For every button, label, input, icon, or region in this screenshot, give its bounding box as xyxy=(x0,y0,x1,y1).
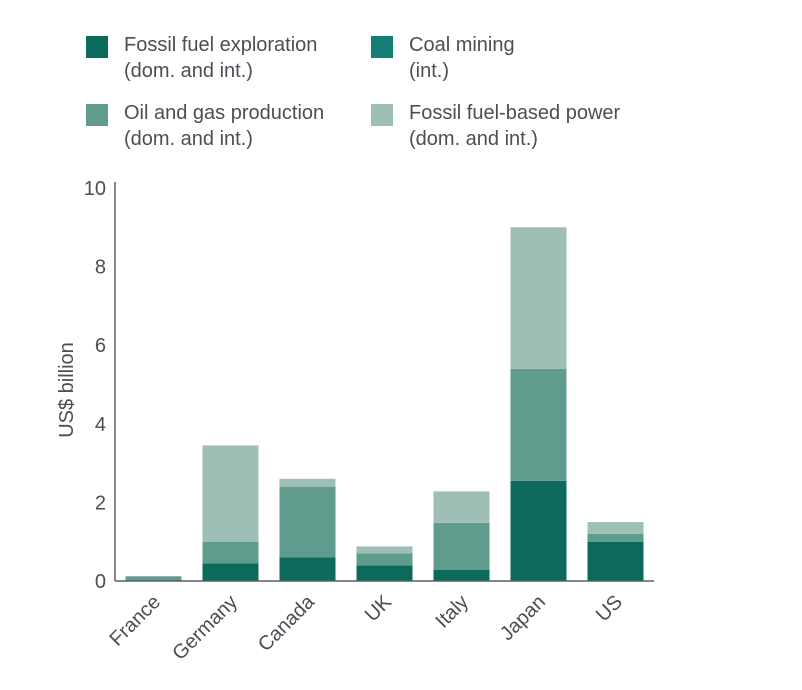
y-tick-label: 2 xyxy=(95,492,106,514)
chart-legend: Fossil fuel exploration (dom. and int.) … xyxy=(0,0,802,170)
legend-swatch-fossil-fuel-exploration xyxy=(86,36,108,58)
legend-item-fossil-fuel-exploration: Fossil fuel exploration (dom. and int.) xyxy=(86,32,317,84)
x-tick-label: Germany xyxy=(168,591,242,665)
bar-segment xyxy=(279,478,336,487)
x-tick-label: France xyxy=(105,591,165,651)
bar-segment xyxy=(356,565,413,581)
bar-segment xyxy=(279,486,336,558)
bar-segment xyxy=(510,368,567,481)
legend-label: Fossil fuel-based power xyxy=(409,102,621,124)
bar-segment xyxy=(356,546,413,554)
legend-sublabel: (dom. and int.) xyxy=(124,60,253,82)
bar-segment xyxy=(356,553,413,566)
bars-layer xyxy=(125,227,644,581)
legend-label: Oil and gas production xyxy=(124,102,325,124)
legend-swatch-fossil-fuel-based-power xyxy=(371,104,393,126)
legend-label: Fossil fuel exploration xyxy=(124,34,318,56)
bar-segment xyxy=(587,533,644,542)
legend-sublabel: (dom. and int.) xyxy=(409,128,538,150)
legend-swatch-oil-and-gas-production xyxy=(86,104,108,126)
bar-segment xyxy=(125,576,182,581)
x-tick-label: Italy xyxy=(432,591,473,632)
x-tick-label: Canada xyxy=(254,590,320,656)
legend-item-coal-mining: Coal mining (int.) xyxy=(371,32,515,84)
y-tick-label: 4 xyxy=(95,414,106,436)
x-tick-labels: France Germany Canada UK Italy Japan US xyxy=(105,590,627,664)
y-tick-label: 8 xyxy=(95,257,106,279)
y-tick-label: 10 xyxy=(84,178,106,200)
y-tick-label: 0 xyxy=(95,571,106,593)
x-tick-label: Japan xyxy=(496,591,550,645)
bar-segment xyxy=(433,522,490,570)
bar-segment xyxy=(510,480,567,581)
y-axis-title: US$ billion xyxy=(56,342,78,438)
bar-segment xyxy=(202,445,259,542)
x-tick-label: UK xyxy=(361,591,397,627)
legend-label: Coal mining xyxy=(409,34,515,56)
bar-segment xyxy=(433,491,490,523)
bar-segment xyxy=(510,227,567,369)
x-tick-label: US xyxy=(592,591,627,626)
bar-segment xyxy=(587,541,644,581)
bar-segment xyxy=(279,557,336,581)
bar-segment xyxy=(202,563,259,581)
legend-swatch-coal-mining xyxy=(371,36,393,58)
legend-sublabel: (dom. and int.) xyxy=(124,128,253,150)
bar-segment xyxy=(433,569,490,581)
bar-segment xyxy=(587,522,644,534)
y-tick-label: 6 xyxy=(95,335,106,357)
legend-item-oil-and-gas-production: Oil and gas production (dom. and int.) xyxy=(86,100,324,152)
y-tick-labels: 0 2 4 6 8 10 xyxy=(84,178,106,593)
legend-sublabel: (int.) xyxy=(409,60,449,82)
bar-segment xyxy=(202,541,259,564)
legend-item-fossil-fuel-based-power: Fossil fuel-based power (dom. and int.) xyxy=(371,100,620,152)
